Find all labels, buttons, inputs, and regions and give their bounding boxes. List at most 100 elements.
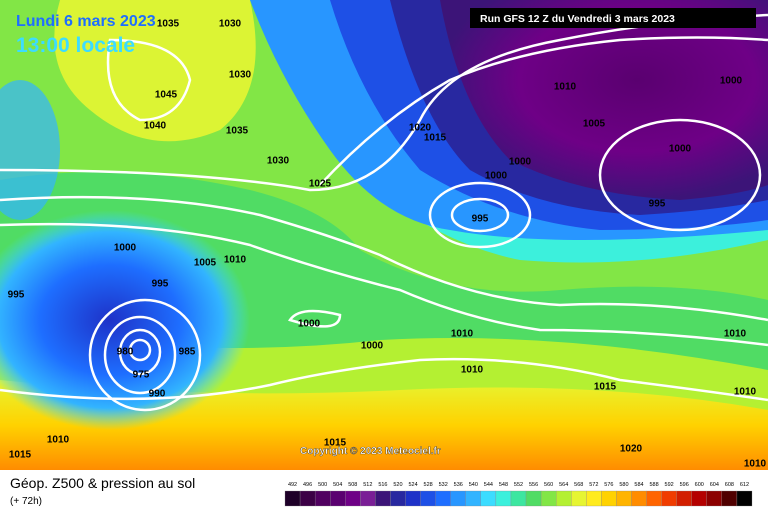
colorbar-tick-label: 524 xyxy=(408,482,417,488)
colorbar-swatch xyxy=(480,490,497,507)
colorbar-tick-label: 608 xyxy=(725,482,734,488)
colorbar-tick-label: 568 xyxy=(574,482,583,488)
colorbar-swatch xyxy=(390,490,406,507)
colorbar-tick-label: 604 xyxy=(710,482,719,488)
isobars xyxy=(0,13,768,412)
footer-lead: (+ 72h) xyxy=(10,496,42,507)
isobar-label: 995 xyxy=(152,279,169,290)
forecast-date: Lundi 6 mars 2023 xyxy=(16,13,156,30)
isobar-label: 995 xyxy=(8,290,25,301)
colorbar-tick-label: 560 xyxy=(544,482,553,488)
isobar-label: 1045 xyxy=(155,90,178,101)
forecast-time: 13:00 locale xyxy=(16,34,135,57)
isobar-label: 1040 xyxy=(144,121,167,132)
isobar-label: 1000 xyxy=(298,319,321,330)
isobar-label: 990 xyxy=(149,389,166,400)
colorbar-swatch xyxy=(646,490,662,507)
isobar-label: 1000 xyxy=(114,243,137,254)
colorbar-tick-label: 516 xyxy=(378,482,387,488)
colorbar-swatch xyxy=(556,490,572,507)
colorbar-swatch xyxy=(616,490,632,507)
isobar-label: 975 xyxy=(133,370,150,381)
isobar-label: 1030 xyxy=(229,70,252,81)
colorbar-tick-label: 508 xyxy=(348,482,357,488)
isobar-label: 1005 xyxy=(194,258,217,269)
colorbar-swatch xyxy=(314,490,331,507)
isobar-label: 1015 xyxy=(594,382,617,393)
isobar-label: 1015 xyxy=(424,133,447,144)
colorbar-tick-label: 556 xyxy=(529,482,538,488)
isobar-label: 1000 xyxy=(509,157,532,168)
isobar-label: 1010 xyxy=(734,387,757,398)
colorbar-swatch xyxy=(510,490,527,507)
isobar-label: 1000 xyxy=(485,171,508,182)
colorbar-tick-label: 600 xyxy=(695,482,704,488)
colorbar-swatch xyxy=(691,490,707,507)
colorbar-swatch xyxy=(661,490,677,507)
colorbar-tick-label: 532 xyxy=(439,482,448,488)
colorbar-tick-label: 528 xyxy=(424,482,433,488)
colorbar-tick-label: 500 xyxy=(318,482,327,488)
colorbar-swatch xyxy=(299,490,316,507)
isobar-label: 1010 xyxy=(744,459,767,470)
isobar-label: 1015 xyxy=(324,438,347,449)
isobar-label: 1035 xyxy=(157,19,180,30)
isobar-label: 1010 xyxy=(554,82,577,93)
colorbar-tick-label: 588 xyxy=(649,482,658,488)
isobar-label: 1010 xyxy=(224,255,247,266)
isobar-label: 1000 xyxy=(669,144,692,155)
colorbar-tick-label: 496 xyxy=(303,482,312,488)
isobar-label: 1000 xyxy=(361,341,384,352)
isobar-label: 995 xyxy=(649,199,666,210)
colorbar-tick-label: 536 xyxy=(454,482,463,488)
colorbar-tick-label: 548 xyxy=(499,482,508,488)
colorbar-tick-label: 544 xyxy=(484,482,493,488)
colorbar-tick-label: 612 xyxy=(740,482,749,488)
colorbar-swatch xyxy=(736,490,753,507)
colorbar-swatch xyxy=(450,490,466,507)
colorbar: 492 496 500 504 508 512 516 520 524 528 532 536 540 5… xyxy=(284,482,753,507)
isobar-label: 1020 xyxy=(620,444,643,455)
colorbar-swatch xyxy=(495,490,512,507)
isobar-label: 1010 xyxy=(451,329,474,340)
isobar-label: 980 xyxy=(117,347,134,358)
isobar-label: 1010 xyxy=(461,365,484,376)
colorbar-swatch xyxy=(284,490,301,507)
colorbar-swatch xyxy=(721,490,738,507)
colorbar-swatch xyxy=(405,490,421,507)
colorbar-swatch xyxy=(330,490,346,507)
isobar-label: 1005 xyxy=(583,119,606,130)
colorbar-swatch xyxy=(420,490,436,507)
colorbar-tick-label: 504 xyxy=(333,482,342,488)
isobar-label: 1020 xyxy=(409,123,432,134)
colorbar-tick-label: 512 xyxy=(363,482,372,488)
colorbar-swatch xyxy=(540,490,557,507)
isobar-label: 995 xyxy=(472,214,489,225)
isobar-label: 1000 xyxy=(720,76,743,87)
colorbar-tick-label: 492 xyxy=(288,482,297,488)
colorbar-swatch xyxy=(525,490,542,507)
colorbar-tick-label: 584 xyxy=(634,482,643,488)
colorbar-tick-label: 592 xyxy=(665,482,674,488)
isobar-label: 1015 xyxy=(9,450,32,461)
colorbar-tick-label: 552 xyxy=(514,482,523,488)
isobar-label: 1025 xyxy=(309,179,332,190)
colorbar-tick-label: 576 xyxy=(604,482,613,488)
colorbar-swatch xyxy=(706,490,723,507)
colorbar-swatch xyxy=(465,490,481,507)
isobar-label: 1010 xyxy=(47,435,70,446)
colorbar-tick-label: 580 xyxy=(619,482,628,488)
colorbar-swatch xyxy=(631,490,647,507)
colorbar-tick-label: 572 xyxy=(589,482,598,488)
isobar-label: 1035 xyxy=(226,126,249,137)
isobar-label: 1010 xyxy=(724,329,747,340)
colorbar-swatch xyxy=(435,490,451,507)
colorbar-swatch xyxy=(360,490,376,507)
colorbar-swatch xyxy=(571,490,587,507)
copyright: Copyright © 2023 Meteociel.fr xyxy=(300,446,441,457)
colorbar-swatch xyxy=(601,490,617,507)
field xyxy=(0,0,768,470)
colorbar-tick-label: 520 xyxy=(393,482,402,488)
colorbar-tick-label: 540 xyxy=(469,482,478,488)
